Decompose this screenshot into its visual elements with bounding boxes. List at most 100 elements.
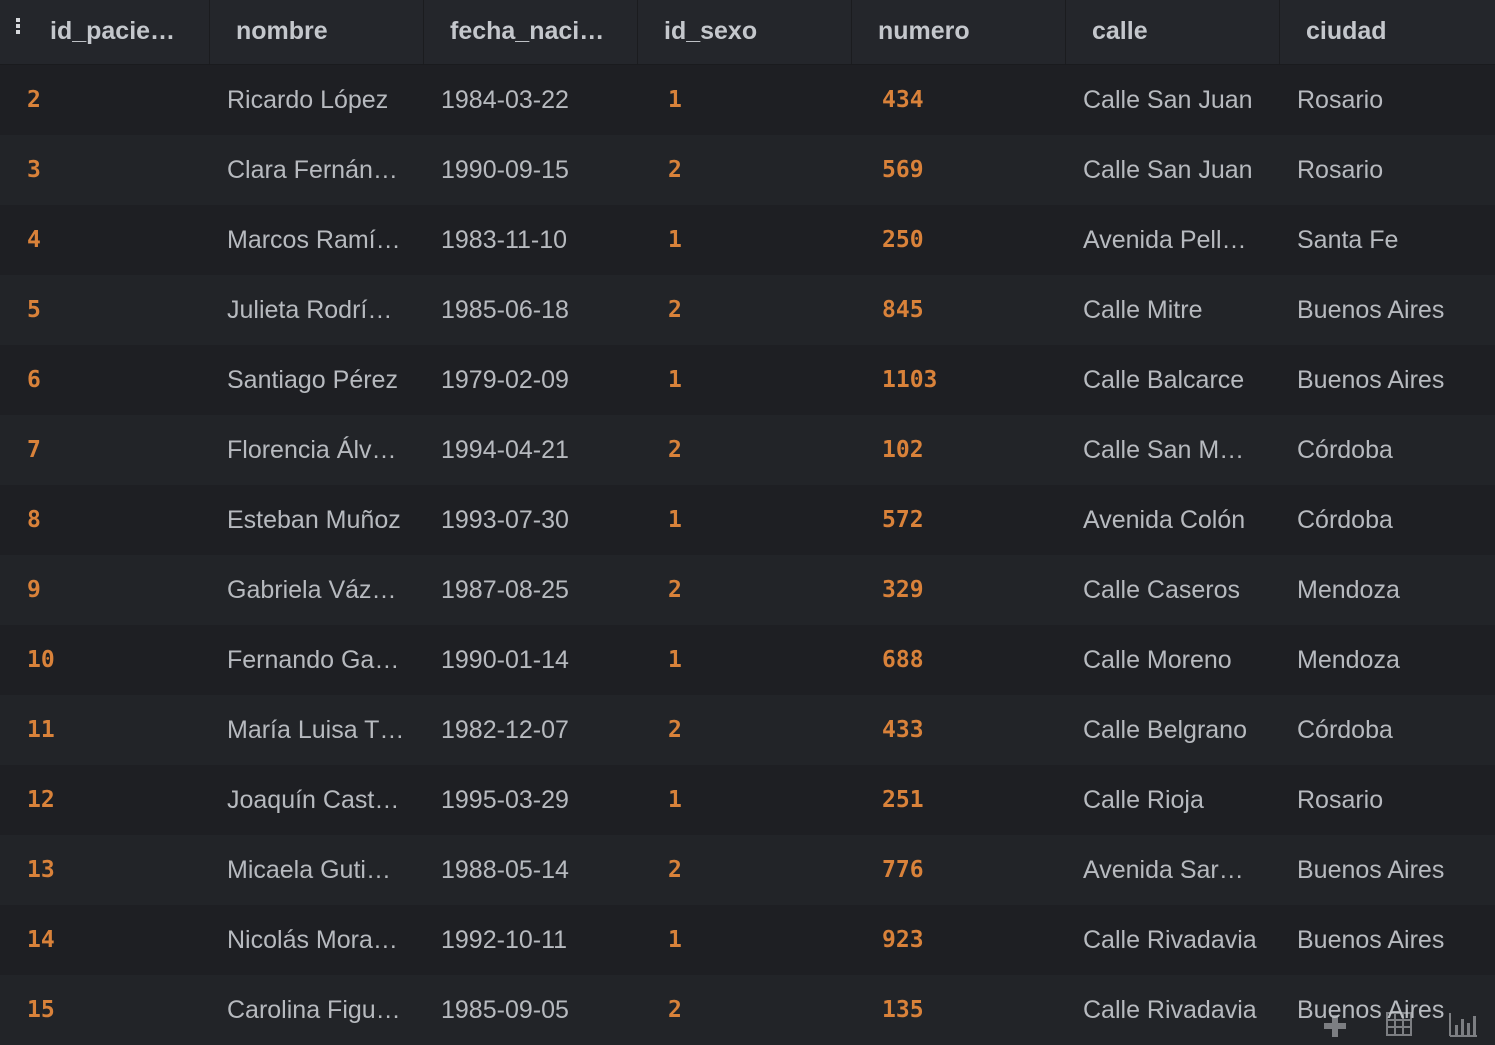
cell-numero[interactable]: 1103: [882, 367, 938, 393]
cell-numero[interactable]: 135: [882, 997, 924, 1023]
cell-calle[interactable]: Calle Moreno: [1083, 646, 1232, 674]
cell-id-paciente[interactable]: 12: [27, 787, 55, 813]
cell-id-paciente[interactable]: 13: [27, 857, 55, 883]
cell-id-paciente[interactable]: 11: [27, 717, 55, 743]
cell-id-sexo[interactable]: 2: [668, 297, 682, 323]
cell-id-sexo[interactable]: 2: [668, 857, 682, 883]
cell-ciudad[interactable]: Mendoza: [1297, 646, 1400, 674]
cell-id-sexo[interactable]: 1: [668, 367, 682, 393]
table-row[interactable]: 6 Santiago Pérez 1979-02-09 1 1103 Calle Balc…: [0, 345, 1495, 415]
cell-ciudad[interactable]: Santa Fe: [1297, 226, 1399, 254]
cell-id-paciente[interactable]: 2: [27, 87, 41, 113]
cell-fecha-nacimiento[interactable]: 1984-03-22: [441, 86, 569, 114]
cell-calle[interactable]: Calle Mitre: [1083, 296, 1203, 324]
cell-fecha-nacimiento[interactable]: 1983-11-10: [441, 226, 568, 254]
column-header-id-paciente[interactable]: id_pacie…: [0, 0, 210, 64]
cell-nombre[interactable]: Esteban Muñoz: [227, 506, 401, 534]
cell-nombre[interactable]: Gabriela Váz…: [227, 576, 397, 604]
cell-ciudad[interactable]: Mendoza: [1297, 576, 1400, 604]
cell-ciudad[interactable]: Rosario: [1297, 786, 1384, 814]
cell-calle[interactable]: Calle Rivadavia: [1083, 996, 1257, 1024]
column-menu-icon[interactable]: [16, 18, 22, 34]
cell-fecha-nacimiento[interactable]: 1982-12-07: [441, 716, 569, 744]
table-row[interactable]: 11 María Luisa T… 1982-12-07 2 433 Calle Belg…: [0, 695, 1495, 765]
cell-nombre[interactable]: Micaela Guti…: [227, 856, 391, 884]
column-header-id-sexo[interactable]: id_sexo: [638, 0, 852, 64]
column-header-numero[interactable]: numero: [852, 0, 1066, 64]
column-header-calle[interactable]: calle: [1066, 0, 1280, 64]
cell-numero[interactable]: 776: [882, 857, 924, 883]
cell-fecha-nacimiento[interactable]: 1987-08-25: [441, 576, 569, 604]
table-row[interactable]: 3 Clara Fernán… 1990-09-15 2 569 Calle San Ju…: [0, 135, 1495, 205]
chart-view-icon[interactable]: [1445, 1009, 1481, 1039]
cell-ciudad[interactable]: Rosario: [1297, 86, 1384, 114]
table-view-icon[interactable]: [1381, 1009, 1417, 1039]
cell-fecha-nacimiento[interactable]: 1990-01-14: [441, 646, 569, 674]
cell-calle[interactable]: Calle San M…: [1083, 436, 1245, 464]
cell-id-sexo[interactable]: 2: [668, 577, 682, 603]
cell-ciudad[interactable]: Buenos Aires: [1297, 856, 1445, 884]
cell-numero[interactable]: 923: [882, 927, 924, 953]
cell-numero[interactable]: 251: [882, 787, 924, 813]
cell-numero[interactable]: 250: [882, 227, 924, 253]
table-row[interactable]: 12 Joaquín Cast… 1995-03-29 1 251 Calle Rioja…: [0, 765, 1495, 835]
cell-nombre[interactable]: Carolina Figu…: [227, 996, 401, 1024]
cell-id-paciente[interactable]: 5: [27, 297, 41, 323]
cell-id-paciente[interactable]: 3: [27, 157, 41, 183]
column-header-fecha-nacimiento[interactable]: fecha_naci…: [424, 0, 638, 64]
cell-id-sexo[interactable]: 2: [668, 997, 682, 1023]
cell-numero[interactable]: 569: [882, 157, 924, 183]
cell-nombre[interactable]: Fernando Ga…: [227, 646, 400, 674]
table-row[interactable]: 9 Gabriela Váz… 1987-08-25 2 329 Calle Casero…: [0, 555, 1495, 625]
table-row[interactable]: 5 Julieta Rodrí… 1985-06-18 2 845 Calle Mitre…: [0, 275, 1495, 345]
cell-fecha-nacimiento[interactable]: 1990-09-15: [441, 156, 569, 184]
table-row[interactable]: 8 Esteban Muñoz 1993-07-30 1 572 Avenida Coló…: [0, 485, 1495, 555]
cell-fecha-nacimiento[interactable]: 1988-05-14: [441, 856, 569, 884]
cell-nombre[interactable]: Nicolás Mora…: [227, 926, 398, 954]
cell-calle[interactable]: Calle San Juan: [1083, 156, 1253, 184]
cell-ciudad[interactable]: Buenos Aires: [1297, 926, 1445, 954]
cell-calle[interactable]: Avenida Colón: [1083, 506, 1246, 534]
cell-ciudad[interactable]: Córdoba: [1297, 716, 1393, 744]
cell-id-sexo[interactable]: 1: [668, 507, 682, 533]
cell-calle[interactable]: Calle Rivadavia: [1083, 926, 1257, 954]
cell-fecha-nacimiento[interactable]: 1993-07-30: [441, 506, 569, 534]
cell-id-paciente[interactable]: 7: [27, 437, 41, 463]
cell-nombre[interactable]: Clara Fernán…: [227, 156, 398, 184]
cell-ciudad[interactable]: Rosario: [1297, 156, 1384, 184]
cell-nombre[interactable]: Florencia Álv…: [227, 436, 397, 464]
cell-id-paciente[interactable]: 14: [27, 927, 55, 953]
cell-id-paciente[interactable]: 4: [27, 227, 41, 253]
cell-calle[interactable]: Calle Caseros: [1083, 576, 1241, 604]
cell-calle[interactable]: Avenida Pell…: [1083, 226, 1247, 254]
cell-calle[interactable]: Calle San Juan: [1083, 86, 1253, 114]
cell-id-sexo[interactable]: 2: [668, 717, 682, 743]
cell-numero[interactable]: 102: [882, 437, 924, 463]
cell-calle[interactable]: Calle Belgrano: [1083, 716, 1247, 744]
table-row[interactable]: 4 Marcos Ramí… 1983-11-10 1 250 Avenida Pell……: [0, 205, 1495, 275]
cell-nombre[interactable]: Marcos Ramí…: [227, 226, 401, 254]
cell-numero[interactable]: 572: [882, 507, 924, 533]
cell-numero[interactable]: 845: [882, 297, 924, 323]
cell-fecha-nacimiento[interactable]: 1985-09-05: [441, 996, 569, 1024]
cell-fecha-nacimiento[interactable]: 1992-10-11: [441, 926, 568, 954]
cell-id-sexo[interactable]: 1: [668, 927, 682, 953]
cell-calle[interactable]: Avenida Sar…: [1083, 856, 1244, 884]
table-row[interactable]: 10 Fernando Ga… 1990-01-14 1 688 Calle Moreno…: [0, 625, 1495, 695]
cell-ciudad[interactable]: Córdoba: [1297, 506, 1393, 534]
cell-ciudad[interactable]: Córdoba: [1297, 436, 1393, 464]
column-header-ciudad[interactable]: ciudad: [1306, 17, 1387, 45]
cell-id-paciente[interactable]: 10: [27, 647, 55, 673]
cell-nombre[interactable]: Julieta Rodrí…: [227, 296, 393, 324]
cell-fecha-nacimiento[interactable]: 1995-03-29: [441, 786, 569, 814]
cell-id-sexo[interactable]: 2: [668, 157, 682, 183]
cell-numero[interactable]: 688: [882, 647, 924, 673]
table-row[interactable]: 15 Carolina Figu… 1985-09-05 2 135 Calle Riva…: [0, 975, 1495, 1045]
table-row[interactable]: 13 Micaela Guti… 1988-05-14 2 776 Avenida Sar…: [0, 835, 1495, 905]
column-header-nombre[interactable]: nombre: [210, 0, 424, 64]
cell-fecha-nacimiento[interactable]: 1985-06-18: [441, 296, 569, 324]
cell-ciudad[interactable]: Buenos Aires: [1297, 366, 1445, 394]
cell-nombre[interactable]: Ricardo López: [227, 86, 389, 114]
cell-id-sexo[interactable]: 1: [668, 87, 682, 113]
cell-id-sexo[interactable]: 1: [668, 787, 682, 813]
